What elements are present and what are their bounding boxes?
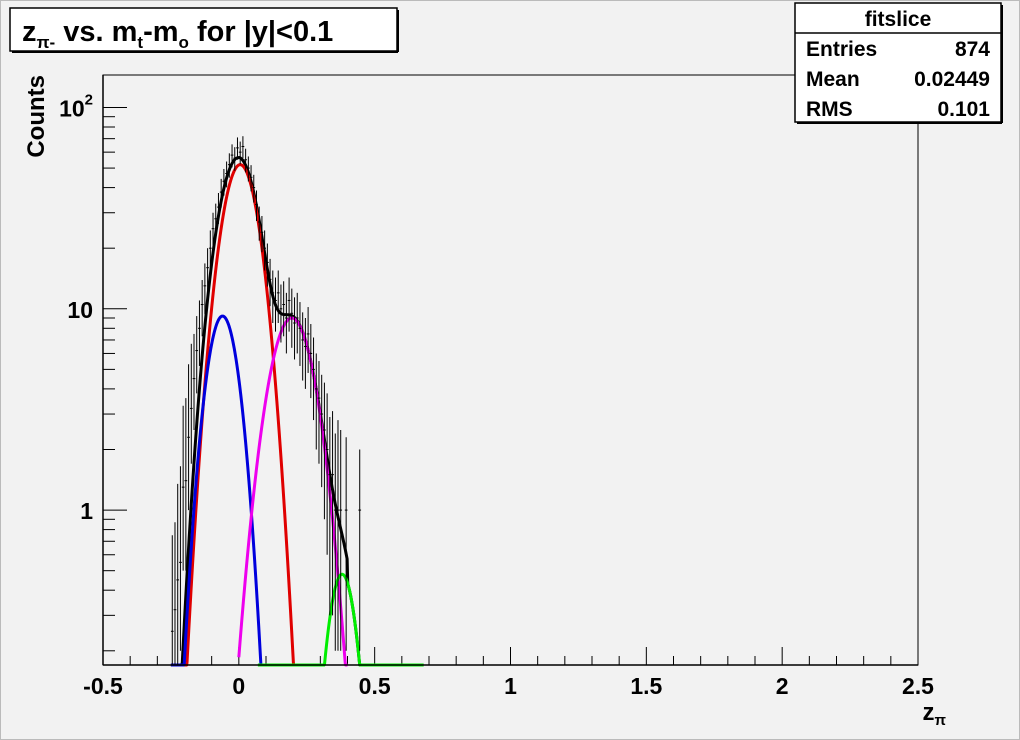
chart-title-box: zπ- vs. mt-mo for |y|<0.1 <box>9 7 399 53</box>
x-tick-label: 1.5 <box>630 673 662 699</box>
data-point <box>276 270 280 323</box>
data-point <box>241 136 245 159</box>
stats-box-frame <box>794 2 1002 123</box>
data-point <box>238 141 242 165</box>
data-point <box>203 263 207 315</box>
data-point <box>217 192 220 224</box>
data-point <box>173 522 177 665</box>
data-point <box>222 168 226 196</box>
data-point <box>184 398 188 571</box>
data-point <box>306 307 310 373</box>
data-point <box>206 248 209 293</box>
stats-mean-value: 0.02449 <box>914 68 990 91</box>
data-point <box>255 190 258 221</box>
y-axis-title: Counts <box>23 75 50 158</box>
data-point <box>309 324 313 399</box>
data-point <box>301 312 305 381</box>
data-point <box>214 203 218 238</box>
data-point <box>263 230 266 271</box>
data-point <box>192 333 196 430</box>
x-tick-labels: -0.5 0 0.5 1 1.5 2 2.5 <box>83 673 934 699</box>
data-point <box>176 483 180 665</box>
data-point <box>320 374 324 488</box>
data-point <box>325 393 329 555</box>
data-point <box>246 156 250 182</box>
data-point <box>200 279 204 337</box>
data-point <box>314 353 318 450</box>
x-tick-label: -0.5 <box>83 673 123 699</box>
data-point <box>257 206 261 241</box>
data-point <box>312 337 315 421</box>
data-point <box>344 437 348 651</box>
data-point <box>179 466 182 651</box>
data-points <box>170 136 362 665</box>
data-point <box>333 433 337 651</box>
stats-entries-value: 874 <box>955 38 990 61</box>
data-point <box>266 243 269 287</box>
data-point <box>230 144 234 168</box>
data-point <box>282 281 286 337</box>
data-point <box>279 284 283 343</box>
red-component-curve <box>169 163 310 667</box>
data-point <box>198 300 201 366</box>
y-tick-label: 102 <box>59 91 93 121</box>
data-point <box>290 288 294 348</box>
x-tick-label: 2.5 <box>902 673 934 699</box>
data-point <box>170 535 174 665</box>
data-point <box>244 148 247 173</box>
data-point <box>219 178 223 208</box>
data-point <box>298 302 302 366</box>
stats-entries-label: Entries <box>806 38 877 61</box>
data-point <box>295 292 299 354</box>
chart-title-frame <box>9 7 398 52</box>
data-point <box>189 343 193 464</box>
data-point <box>336 420 340 651</box>
stats-rms-label: RMS <box>806 98 853 121</box>
data-point <box>271 270 275 323</box>
data-point <box>304 317 307 389</box>
data-point <box>208 230 212 271</box>
y-tick-labels: 1 10 102 <box>59 91 93 524</box>
data-point <box>225 161 228 188</box>
data-point <box>181 405 185 571</box>
y-tick-label: 10 <box>67 297 93 323</box>
data-point <box>293 297 296 360</box>
data-point <box>339 429 343 651</box>
data-point <box>252 174 256 203</box>
data-point <box>236 137 239 160</box>
data-point <box>285 292 288 354</box>
data-point <box>317 361 321 464</box>
x-tick-label: 2 <box>776 673 789 699</box>
data-point <box>358 449 362 651</box>
data-point <box>331 411 334 616</box>
stats-box: fitslice Entries 874 Mean 0.02449 RMS 0.… <box>794 2 1003 124</box>
data-point <box>195 316 199 394</box>
y-tick-label: 1 <box>80 498 93 524</box>
x-tick-label: 0 <box>232 673 245 699</box>
stats-rms-value: 0.101 <box>937 98 990 121</box>
stats-mean-label: Mean <box>806 68 860 91</box>
data-point <box>323 382 326 520</box>
data-point <box>260 216 264 253</box>
x-axis-title: zπ <box>923 699 947 729</box>
data-point <box>328 417 332 616</box>
data-point <box>268 258 272 307</box>
data-point <box>287 277 291 332</box>
data-point <box>227 153 231 178</box>
chart-title: zπ- vs. mt-mo for |y|<0.1 <box>22 16 333 52</box>
data-point <box>187 364 190 511</box>
data-point <box>233 147 237 171</box>
x-tick-label: 0.5 <box>359 673 391 699</box>
data-point <box>249 165 253 192</box>
stats-box-title: fitslice <box>865 8 932 31</box>
data-point <box>274 277 277 332</box>
x-tick-label: 1 <box>504 673 517 699</box>
data-point <box>211 212 215 249</box>
